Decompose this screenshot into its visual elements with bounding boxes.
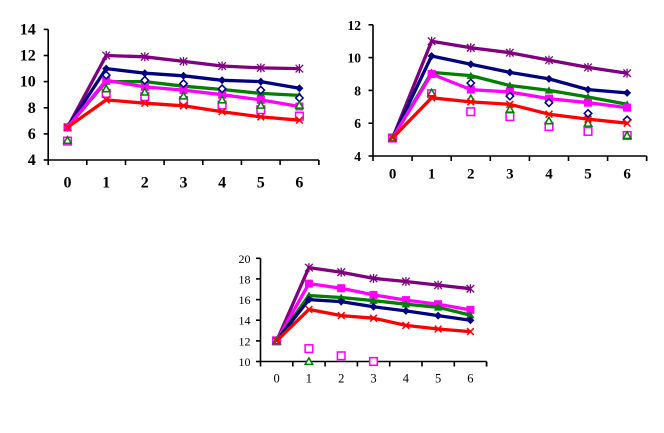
svg-text:0: 0	[389, 167, 397, 183]
svg-text:4: 4	[354, 149, 361, 164]
svg-text:10: 10	[239, 355, 251, 369]
svg-text:6: 6	[623, 167, 631, 183]
svg-text:4: 4	[218, 175, 226, 192]
svg-text:10: 10	[20, 74, 36, 91]
svg-text:2: 2	[467, 167, 475, 183]
svg-text:8: 8	[354, 83, 361, 98]
svg-text:0: 0	[64, 175, 72, 192]
svg-text:14: 14	[20, 21, 36, 38]
svg-text:4: 4	[403, 371, 410, 385]
svg-text:3: 3	[370, 371, 376, 385]
svg-text:2: 2	[338, 371, 344, 385]
svg-text:2: 2	[141, 175, 149, 192]
svg-text:3: 3	[506, 167, 514, 183]
svg-text:16: 16	[239, 293, 251, 307]
svg-text:10: 10	[348, 51, 362, 66]
svg-text:8: 8	[28, 100, 36, 117]
svg-text:5: 5	[584, 167, 592, 183]
svg-text:6: 6	[354, 116, 361, 131]
svg-text:1: 1	[428, 167, 436, 183]
svg-text:6: 6	[295, 175, 303, 192]
svg-text:20: 20	[239, 252, 251, 266]
svg-text:6: 6	[28, 126, 36, 143]
svg-text:3: 3	[180, 175, 188, 192]
svg-text:12: 12	[239, 334, 251, 348]
svg-text:5: 5	[257, 175, 265, 192]
svg-text:4: 4	[28, 152, 36, 169]
svg-text:14: 14	[239, 314, 251, 328]
svg-text:5: 5	[435, 371, 441, 385]
svg-text:1: 1	[306, 371, 312, 385]
svg-text:0: 0	[273, 371, 279, 385]
svg-text:6: 6	[467, 371, 473, 385]
svg-text:12: 12	[20, 48, 36, 65]
svg-text:1: 1	[102, 175, 110, 192]
svg-text:4: 4	[545, 167, 553, 183]
svg-text:18: 18	[239, 272, 251, 286]
svg-text:12: 12	[348, 18, 362, 33]
